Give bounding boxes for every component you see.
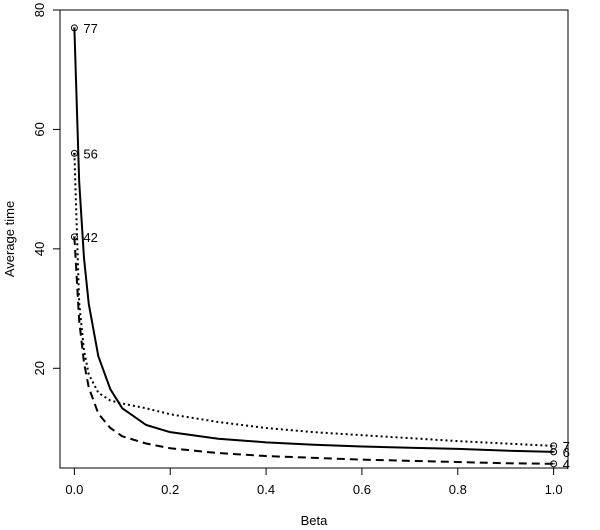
endpoint-marker [550,442,558,450]
plot-frame [59,9,569,469]
series-line-dashed [73,236,554,465]
data-label: 77 [83,21,97,36]
x-tick-label: 0.0 [65,482,83,497]
data-label: 42 [83,230,97,245]
y-tick-label: 60 [32,122,47,136]
endpoint-markers [70,24,558,468]
data-labels: 77 6 56 7 42 4 [83,21,569,472]
data-label: 56 [83,146,97,161]
endpoint-marker [70,149,78,157]
x-axis-title: Beta [301,513,329,528]
endpoint-marker [70,233,78,241]
x-axis: 0.0 0.2 0.4 0.6 0.8 1.0 [65,468,563,497]
x-tick-label: 0.6 [353,482,371,497]
series-layer [73,27,554,465]
y-tick-label: 40 [32,242,47,256]
y-axis-title: Average time [2,201,17,277]
y-tick-label: 20 [32,361,47,375]
data-label: 4 [563,457,570,472]
x-tick-label: 0.4 [257,482,275,497]
x-tick-label: 1.0 [545,482,563,497]
endpoint-marker [550,460,558,468]
y-tick-label: 80 [32,3,47,17]
x-tick-label: 0.8 [449,482,467,497]
data-label: 7 [563,439,570,454]
y-axis: 20 40 60 80 [32,3,60,376]
series-line-dotted [73,153,554,447]
endpoint-marker [70,24,78,32]
series-line-solid [73,27,554,453]
x-tick-label: 0.2 [161,482,179,497]
data-label: 6 [563,445,570,460]
